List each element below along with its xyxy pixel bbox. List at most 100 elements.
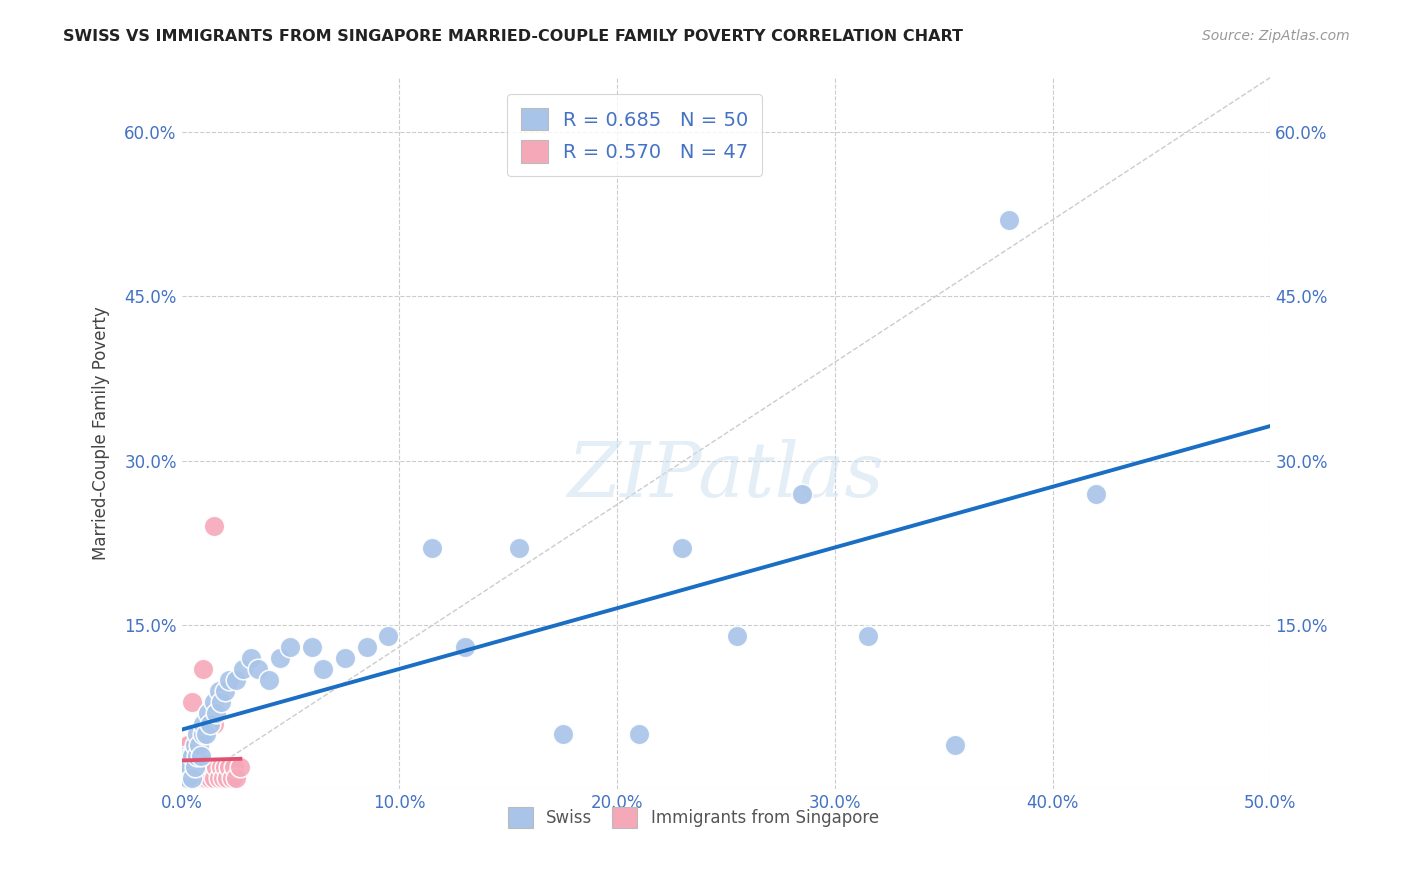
Point xyxy=(179,760,201,774)
Point xyxy=(207,683,229,698)
Point xyxy=(209,695,232,709)
Point xyxy=(173,749,195,764)
Point xyxy=(193,727,215,741)
Point xyxy=(201,760,224,774)
Point xyxy=(179,760,201,774)
Point xyxy=(190,771,212,785)
Point xyxy=(1085,486,1108,500)
Point xyxy=(269,650,291,665)
Point xyxy=(186,749,208,764)
Point xyxy=(174,749,197,764)
Point xyxy=(183,760,205,774)
Point xyxy=(333,650,356,665)
Point xyxy=(202,695,225,709)
Point xyxy=(232,662,254,676)
Point xyxy=(207,771,229,785)
Point xyxy=(181,749,204,764)
Point xyxy=(186,727,208,741)
Point xyxy=(209,760,232,774)
Text: ZIPatlas: ZIPatlas xyxy=(568,439,884,513)
Point xyxy=(174,739,197,753)
Point xyxy=(174,760,197,774)
Legend: Swiss, Immigrants from Singapore: Swiss, Immigrants from Singapore xyxy=(501,801,886,834)
Point xyxy=(179,771,201,785)
Point xyxy=(181,749,204,764)
Point xyxy=(725,629,748,643)
Point xyxy=(205,706,228,720)
Point xyxy=(205,760,228,774)
Point xyxy=(193,716,215,731)
Point xyxy=(202,771,225,785)
Point xyxy=(177,739,200,753)
Point xyxy=(190,760,212,774)
Point xyxy=(186,760,208,774)
Point xyxy=(181,760,204,774)
Point xyxy=(190,749,212,764)
Point xyxy=(177,771,200,785)
Point xyxy=(280,640,302,654)
Text: SWISS VS IMMIGRANTS FROM SINGAPORE MARRIED-COUPLE FAMILY POVERTY CORRELATION CHA: SWISS VS IMMIGRANTS FROM SINGAPORE MARRI… xyxy=(63,29,963,44)
Point xyxy=(197,760,219,774)
Point xyxy=(198,771,221,785)
Point xyxy=(551,727,574,741)
Point xyxy=(197,706,219,720)
Point xyxy=(856,629,879,643)
Point xyxy=(183,771,205,785)
Point xyxy=(246,662,269,676)
Point xyxy=(193,760,215,774)
Point xyxy=(943,739,966,753)
Point xyxy=(225,771,247,785)
Point xyxy=(225,673,247,687)
Point xyxy=(177,771,200,785)
Point xyxy=(508,541,530,556)
Point xyxy=(188,760,211,774)
Point xyxy=(214,760,236,774)
Point xyxy=(202,716,225,731)
Point xyxy=(218,760,240,774)
Point xyxy=(179,749,201,764)
Point xyxy=(181,695,204,709)
Point xyxy=(173,771,195,785)
Point xyxy=(257,673,280,687)
Point xyxy=(301,640,323,654)
Point xyxy=(222,760,245,774)
Point xyxy=(188,739,211,753)
Point xyxy=(177,749,200,764)
Point xyxy=(198,716,221,731)
Point xyxy=(188,771,211,785)
Point xyxy=(181,771,204,785)
Point xyxy=(194,727,217,741)
Point xyxy=(998,212,1021,227)
Point xyxy=(218,673,240,687)
Point xyxy=(792,486,814,500)
Point xyxy=(181,771,204,785)
Point xyxy=(221,771,243,785)
Point xyxy=(312,662,335,676)
Point xyxy=(174,749,197,764)
Point xyxy=(627,727,650,741)
Point xyxy=(453,640,475,654)
Point xyxy=(420,541,443,556)
Point xyxy=(193,771,215,785)
Point xyxy=(202,519,225,533)
Text: Source: ZipAtlas.com: Source: ZipAtlas.com xyxy=(1202,29,1350,43)
Point xyxy=(214,683,236,698)
Point xyxy=(356,640,378,654)
Point xyxy=(229,760,252,774)
Point xyxy=(186,771,208,785)
Point xyxy=(183,739,205,753)
Point xyxy=(212,771,235,785)
Point xyxy=(174,771,197,785)
Point xyxy=(173,771,195,785)
Point xyxy=(193,662,215,676)
Point xyxy=(240,650,263,665)
Point xyxy=(174,760,197,774)
Point xyxy=(177,760,200,774)
Point xyxy=(177,760,200,774)
Point xyxy=(217,771,239,785)
Point xyxy=(179,749,201,764)
Y-axis label: Married-Couple Family Poverty: Married-Couple Family Poverty xyxy=(93,307,110,560)
Point xyxy=(194,771,217,785)
Point xyxy=(671,541,693,556)
Point xyxy=(173,760,195,774)
